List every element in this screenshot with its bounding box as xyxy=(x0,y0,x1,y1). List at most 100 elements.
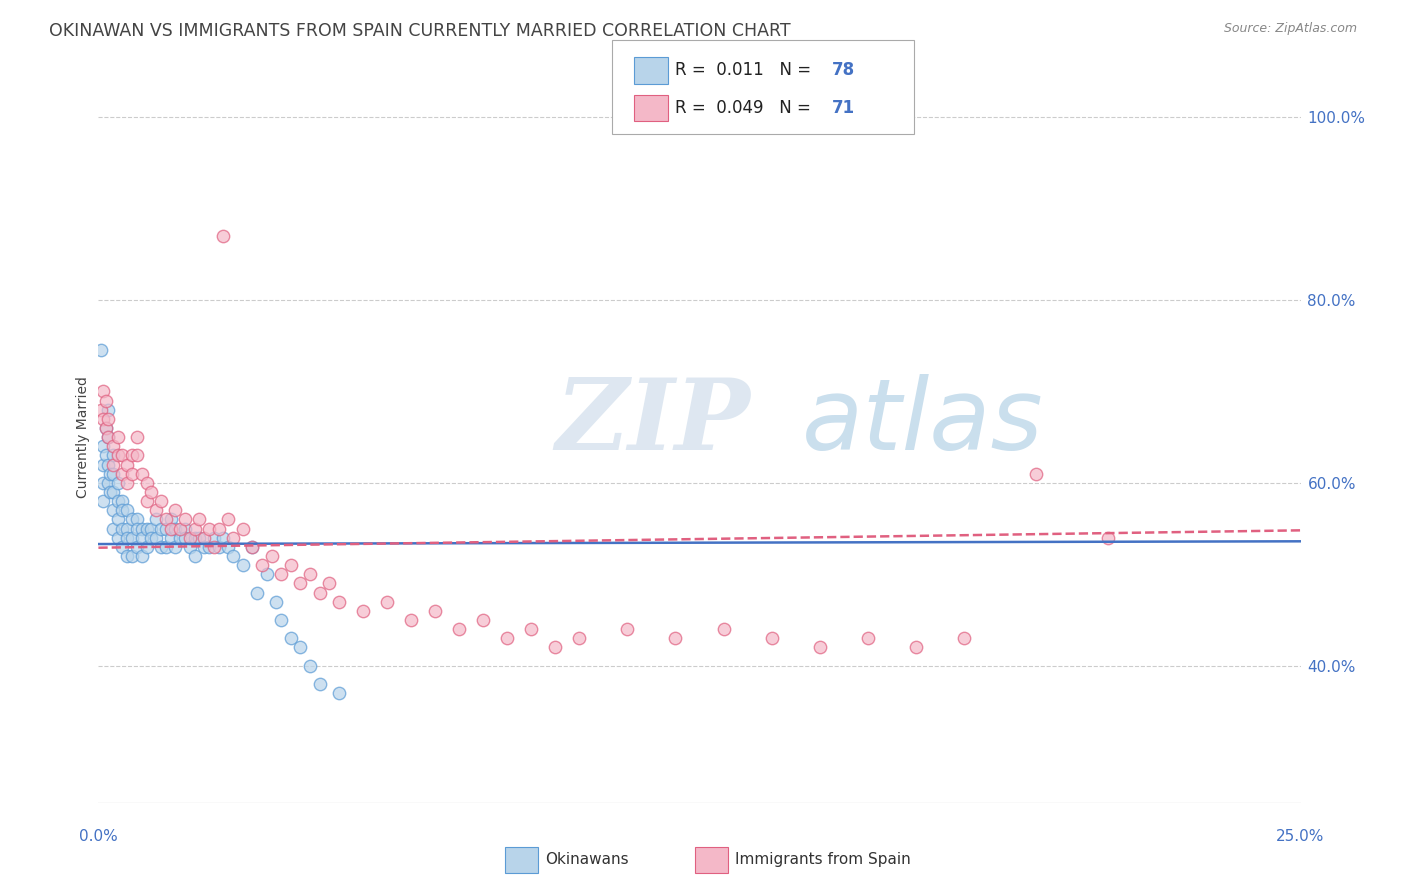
Point xyxy=(174,512,197,526)
Point xyxy=(111,521,134,535)
Point xyxy=(1097,531,1119,545)
Point xyxy=(159,512,181,526)
Point xyxy=(91,384,114,399)
Point xyxy=(117,549,139,563)
Point xyxy=(101,521,124,535)
Point xyxy=(97,402,120,417)
Text: Immigrants from Spain: Immigrants from Spain xyxy=(735,853,911,867)
Point xyxy=(318,576,340,591)
Point xyxy=(107,531,129,545)
Point xyxy=(121,448,143,462)
Point xyxy=(240,540,263,554)
Point xyxy=(97,475,120,490)
Point xyxy=(101,439,124,453)
Point xyxy=(399,613,422,627)
Point xyxy=(202,540,225,554)
Point xyxy=(141,531,163,545)
Point xyxy=(141,485,163,500)
Point xyxy=(97,430,120,444)
Point xyxy=(193,540,215,554)
Point xyxy=(188,531,211,545)
Point xyxy=(107,475,129,490)
Point xyxy=(117,531,139,545)
Point xyxy=(169,521,191,535)
Point xyxy=(135,494,157,508)
Point xyxy=(149,494,172,508)
Point xyxy=(298,567,321,582)
Point xyxy=(149,540,172,554)
Point xyxy=(904,640,927,655)
Point xyxy=(664,632,686,646)
Point xyxy=(202,531,225,545)
Point xyxy=(217,512,239,526)
Point xyxy=(97,458,120,472)
Text: Okinawans: Okinawans xyxy=(546,853,628,867)
Point xyxy=(117,458,139,472)
Point xyxy=(328,595,350,609)
Point xyxy=(91,412,114,426)
Point xyxy=(616,622,638,636)
Point xyxy=(117,521,139,535)
Point xyxy=(91,494,114,508)
Point xyxy=(250,558,273,573)
Point xyxy=(100,485,122,500)
Point xyxy=(232,558,254,573)
Point xyxy=(131,521,153,535)
Point xyxy=(101,485,124,500)
Point xyxy=(208,521,231,535)
Point xyxy=(107,494,129,508)
Point xyxy=(159,531,181,545)
Point xyxy=(111,540,134,554)
Point xyxy=(713,622,735,636)
Point xyxy=(290,640,312,655)
Point xyxy=(107,448,129,462)
Point xyxy=(94,448,117,462)
Point xyxy=(111,494,134,508)
Point xyxy=(198,540,221,554)
Point xyxy=(808,640,831,655)
Point xyxy=(90,402,112,417)
Point xyxy=(125,521,148,535)
Point xyxy=(423,604,446,618)
Point xyxy=(179,531,201,545)
Point xyxy=(135,475,157,490)
Point xyxy=(198,521,221,535)
Text: 0.0%: 0.0% xyxy=(79,830,118,844)
Point xyxy=(111,467,134,481)
Point xyxy=(232,521,254,535)
Point xyxy=(155,540,177,554)
Point xyxy=(856,632,879,646)
Point xyxy=(125,430,148,444)
Text: Source: ZipAtlas.com: Source: ZipAtlas.com xyxy=(1223,22,1357,36)
Point xyxy=(165,503,187,517)
Point xyxy=(91,439,114,453)
Point xyxy=(117,503,139,517)
Point xyxy=(155,512,177,526)
Point xyxy=(246,585,269,599)
Point xyxy=(145,531,167,545)
Point xyxy=(100,467,122,481)
Point xyxy=(94,421,117,435)
Point xyxy=(165,540,187,554)
Point xyxy=(183,521,205,535)
Point xyxy=(183,549,205,563)
Y-axis label: Currently Married: Currently Married xyxy=(76,376,90,498)
Point xyxy=(270,567,292,582)
Point xyxy=(145,503,167,517)
Point xyxy=(222,531,245,545)
Point xyxy=(111,448,134,462)
Point xyxy=(135,540,157,554)
Point xyxy=(145,512,167,526)
Point xyxy=(94,393,117,408)
Point xyxy=(217,540,239,554)
Point xyxy=(193,531,215,545)
Point xyxy=(131,467,153,481)
Point xyxy=(568,632,591,646)
Point xyxy=(121,531,143,545)
Point xyxy=(212,531,235,545)
Point xyxy=(280,632,302,646)
Point xyxy=(280,558,302,573)
Point xyxy=(212,229,235,244)
Point xyxy=(298,658,321,673)
Point xyxy=(135,521,157,535)
